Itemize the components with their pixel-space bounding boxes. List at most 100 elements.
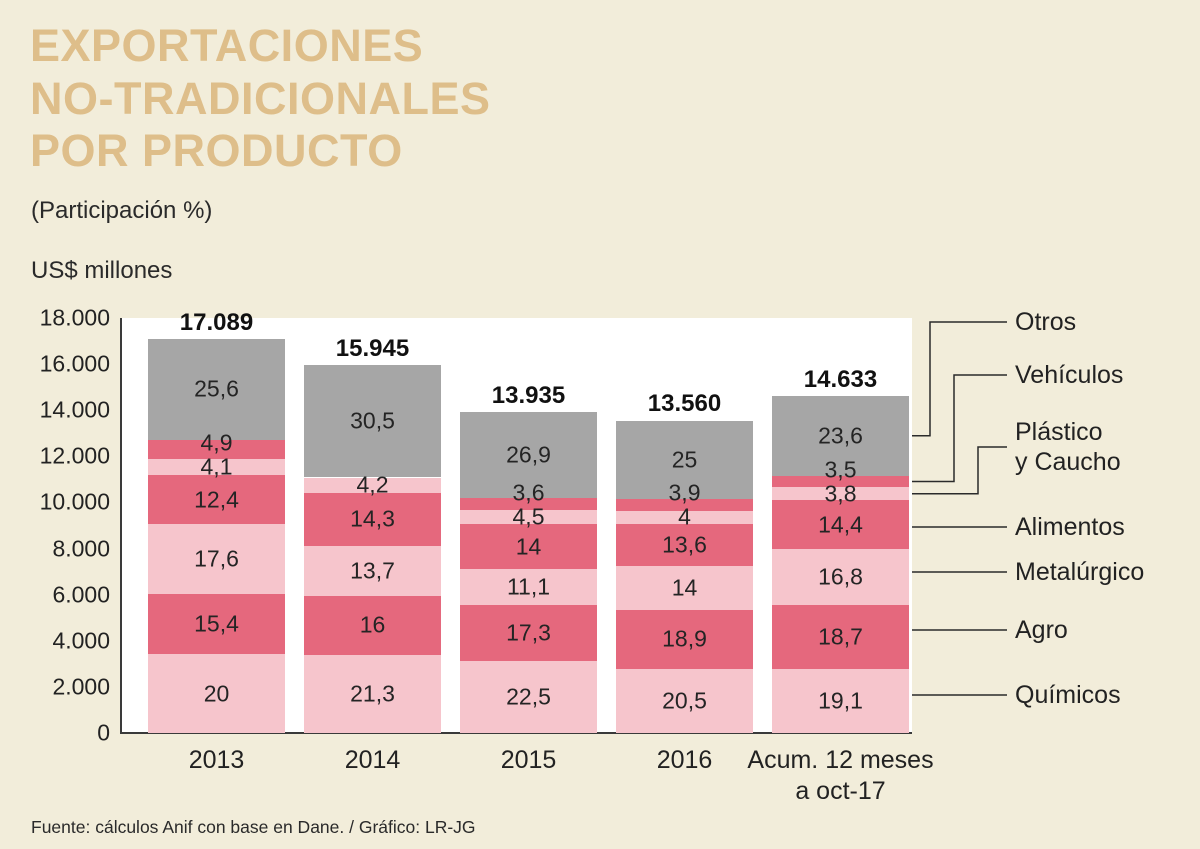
chart-title-line-3: POR PRODUCTO — [30, 125, 403, 177]
segment-value-label: 3,8 — [824, 480, 857, 507]
bar-segment — [148, 524, 285, 594]
segment-value-label: 20 — [203, 680, 230, 707]
y-tick-label: 14.000 — [39, 396, 110, 423]
legend-item: Vehículos — [1015, 360, 1123, 390]
y-axis-title: US$ millones — [31, 257, 173, 284]
x-axis-label-line: Acum. 12 meses — [747, 746, 934, 774]
bar-segment — [460, 510, 597, 525]
x-axis-label: 2013 — [189, 745, 245, 776]
bar-segment — [148, 593, 285, 655]
y-tick-label: 18.000 — [39, 304, 110, 331]
bar-total-label: 13.935 — [491, 381, 566, 409]
chart-title-line-2: NO-TRADICIONALES — [30, 72, 491, 124]
segment-value-label: 14,4 — [818, 511, 863, 537]
bar-total-label: 17.089 — [179, 309, 254, 336]
bar-segment — [772, 395, 909, 476]
segment-value-label: 11,1 — [506, 573, 551, 600]
legend-item-line: y Caucho — [1015, 448, 1121, 476]
segment-value-label: 13,6 — [662, 531, 707, 558]
segment-value-label: 19,1 — [818, 687, 863, 714]
bar-segment — [616, 498, 753, 512]
bar-segment — [616, 511, 753, 524]
segment-value-label: 17,6 — [194, 545, 239, 572]
segment-value-label: 4,1 — [200, 453, 233, 480]
x-axis-label-line: a oct-17 — [795, 777, 886, 806]
segment-value-label: 4,9 — [200, 429, 233, 456]
bar-segment — [616, 609, 753, 669]
x-axis-label-line: 2015 — [500, 746, 557, 774]
bar-segment — [304, 595, 441, 655]
bar-segment — [304, 545, 441, 596]
legend-item-line: Alimentos — [1015, 513, 1125, 541]
legend-item-line: Metalúrgico — [1015, 558, 1145, 586]
segment-value-label: 14 — [671, 574, 698, 601]
bar-segment — [616, 668, 753, 733]
x-axis-label: Acum. 12 meses a oct-17 — [747, 745, 933, 808]
bar-segment — [460, 498, 597, 511]
bar-segment — [460, 524, 597, 570]
x-axis-label: 2016 — [657, 745, 713, 776]
bar-segment — [772, 487, 909, 501]
bar-segment — [460, 412, 597, 499]
segment-value-label: 25 — [671, 446, 698, 473]
bar-segment — [772, 475, 909, 488]
bar-segment — [772, 668, 909, 733]
segment-value-label: 30,5 — [350, 407, 395, 434]
legend-item: Otros — [1015, 307, 1076, 337]
bar-segment — [460, 569, 597, 606]
y-tick-label: 16.000 — [39, 350, 110, 377]
segment-value-label: 4,2 — [356, 471, 389, 498]
bar-segment — [304, 477, 441, 493]
y-tick-label: 12.000 — [39, 442, 110, 469]
segment-value-label: 14 — [515, 533, 542, 560]
chart-title-line-1: EXPORTACIONES — [30, 20, 424, 71]
source-credit: Fuente: cálculos Anif con base en Dane. … — [31, 817, 476, 837]
segment-value-label: 3,6 — [512, 479, 545, 506]
bar-segment — [616, 566, 753, 610]
legend-item: Alimentos — [1015, 512, 1125, 542]
bar-segment — [148, 654, 285, 733]
legend-item: Metalúrgico — [1015, 557, 1144, 587]
segment-value-label: 18,9 — [662, 625, 707, 652]
segment-value-label: 12,4 — [194, 486, 239, 513]
segment-value-label: 4 — [678, 503, 691, 530]
y-tick-label: 6.000 — [52, 581, 110, 608]
bar-segment — [304, 365, 441, 478]
bar-segment — [616, 420, 753, 499]
legend-item-line: Otros — [1015, 308, 1077, 336]
bar-segment — [772, 548, 909, 606]
y-tick-label: 2.000 — [52, 673, 110, 700]
segment-value-label: 17,3 — [506, 619, 551, 646]
chart-title: EXPORTACIONES NO-TRADICIONALES POR PRODU… — [30, 20, 490, 178]
segment-value-label: 14,3 — [350, 505, 395, 532]
bar-segment — [148, 439, 285, 460]
segment-value-label: 3,9 — [668, 479, 701, 506]
segment-value-label: 21,3 — [350, 680, 395, 707]
bar-segment — [148, 475, 285, 525]
bar-segment — [304, 654, 441, 733]
bar-total-label: 14.633 — [803, 365, 878, 393]
legend-item: Químicos — [1015, 680, 1121, 710]
segment-value-label: 13,7 — [350, 557, 395, 584]
segment-value-label: 26,9 — [506, 441, 551, 468]
legend-item-line: Plástico — [1015, 418, 1103, 446]
segment-value-label: 16 — [359, 611, 386, 638]
segment-value-label: 4,5 — [512, 503, 545, 530]
segment-value-label: 3,5 — [824, 456, 857, 483]
chart-subtitle: (Participación %) — [31, 197, 213, 224]
segment-value-label: 22,5 — [506, 683, 551, 710]
bar-segment — [616, 523, 753, 567]
legend-item-line: Químicos — [1015, 681, 1121, 709]
segment-value-label: 25,6 — [194, 375, 239, 402]
segment-value-label: 20,5 — [662, 687, 707, 714]
bar-segment — [460, 605, 597, 661]
bar-total-label: 13.560 — [647, 390, 722, 418]
bar-total-label: 15.945 — [335, 335, 410, 363]
bar-segment — [148, 459, 285, 476]
bar-segment — [772, 500, 909, 549]
x-axis-label-line: 2016 — [656, 746, 713, 774]
bar-segment — [148, 339, 285, 440]
y-tick-label: 8.000 — [52, 535, 110, 562]
bar-segment — [460, 660, 597, 733]
